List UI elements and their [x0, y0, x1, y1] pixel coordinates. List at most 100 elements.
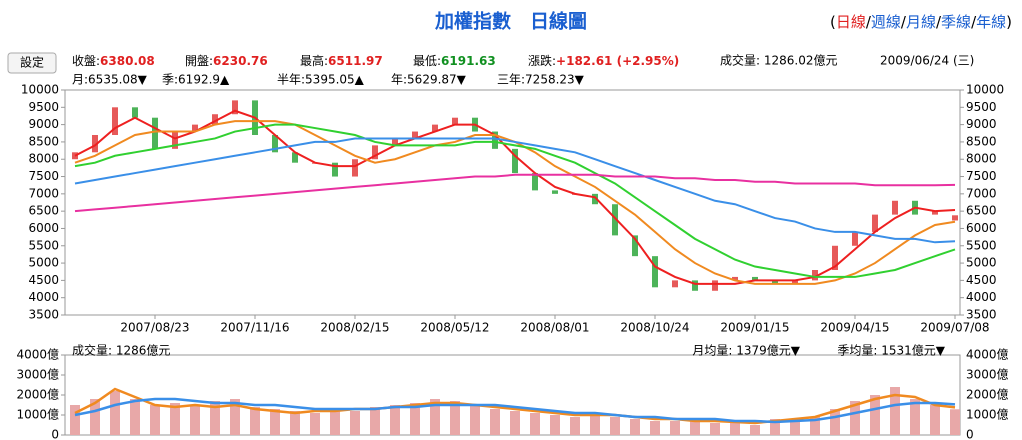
volume-bar: [950, 409, 960, 435]
separator: /: [936, 13, 942, 31]
y-tick-label: 3500: [28, 308, 59, 322]
candle: [532, 173, 538, 191]
volume-bar: [710, 423, 720, 435]
candle: [632, 235, 638, 257]
volume-bar: [790, 421, 800, 435]
y-tick-label: 2000億: [966, 388, 1009, 402]
period-link[interactable]: 週線: [871, 13, 901, 31]
y-tick-label: 7000: [966, 186, 997, 200]
quote-label: 收盤:: [72, 54, 100, 68]
volume-bar: [390, 405, 400, 435]
candle: [672, 280, 678, 288]
y-tick-label: 6500: [28, 204, 59, 218]
x-tick-label: 2009/01/15: [720, 321, 789, 335]
y-tick-label: 9500: [966, 100, 997, 114]
y-tick-label: 4000: [28, 290, 59, 304]
y-tick-label: 3000億: [16, 368, 59, 382]
period-link[interactable]: 月線: [906, 13, 936, 31]
volume-bar: [290, 411, 300, 435]
candle: [452, 117, 458, 125]
volume-bar: [510, 411, 520, 435]
y-tick-label: 4000億: [16, 348, 59, 362]
y-tick-label: 6000: [966, 221, 997, 235]
candle: [932, 211, 938, 215]
legend-entry: 季:6192.9▲: [162, 73, 230, 87]
quote-label: 漲跌:: [528, 53, 556, 68]
volume-bar: [810, 417, 820, 435]
date: 2009/06/24 (三): [880, 54, 974, 68]
period-link[interactable]: 日線: [836, 13, 866, 31]
period-nav: (日線/週線/月線/季線/年線): [830, 13, 1012, 31]
quote-value: 6230.76: [213, 54, 268, 68]
quote-item: 開盤:6230.76: [185, 54, 268, 68]
volume-bar: [870, 395, 880, 435]
candle: [292, 152, 298, 163]
volume-bar: [430, 399, 440, 435]
period-link[interactable]: 年線: [976, 13, 1006, 31]
volume-bar: [150, 405, 160, 435]
candle: [832, 245, 838, 270]
candle: [512, 148, 518, 174]
separator: /: [971, 13, 977, 31]
volume-bar: [930, 405, 940, 435]
quote-value: +182.61 (+2.95%): [556, 54, 679, 68]
candle: [192, 124, 198, 132]
volume-bar: [90, 399, 100, 435]
volume-bar: [910, 399, 920, 435]
volume-bar: [410, 403, 420, 435]
quote-value: 6511.97: [328, 54, 383, 68]
period-link[interactable]: 季線: [941, 13, 971, 31]
candle: [372, 145, 378, 160]
volume-bar: [370, 407, 380, 435]
chart-title: 成交量: 1286億元: [72, 343, 170, 358]
volume-bar: [850, 401, 860, 435]
volume-bar: [270, 409, 280, 435]
y-tick-label: 7500: [28, 169, 59, 183]
y-tick-label: 5000: [28, 256, 59, 270]
legend-entry: 季均量: 1531億元▼: [837, 344, 945, 358]
page-title: 加權指數 日線圖: [434, 10, 587, 33]
y-tick-label: 4500: [28, 273, 59, 287]
quote-item: 最高:6511.97: [300, 53, 383, 68]
settings-label[interactable]: 設定: [20, 55, 44, 70]
candle: [652, 256, 658, 288]
volume-bar: [690, 419, 700, 435]
y-tick-label: 10000: [21, 83, 59, 97]
separator: /: [866, 13, 872, 31]
settings-button[interactable]: [7, 52, 57, 74]
quote-item: 收盤:6380.08: [72, 54, 155, 68]
quote-label: 最高:: [300, 53, 328, 68]
candle: [612, 204, 618, 236]
volume-bar: [570, 417, 580, 435]
candle: [592, 193, 598, 205]
volume-bar: [230, 399, 240, 435]
x-tick-label: 2008/10/24: [620, 321, 689, 335]
quote-label: 開盤:: [185, 54, 213, 68]
volume-bar: [450, 401, 460, 435]
candle: [352, 159, 358, 177]
price-frame: [64, 89, 961, 316]
paren: ): [1006, 13, 1012, 31]
volume-bar: [550, 415, 560, 435]
volume-bar: [170, 403, 180, 435]
candle: [332, 162, 338, 177]
y-tick-label: 3000億: [966, 368, 1009, 382]
candle: [132, 107, 138, 118]
y-tick-label: 3500: [966, 308, 997, 322]
x-tick-label: 2009/04/15: [820, 321, 889, 335]
candle: [772, 280, 778, 284]
candle: [952, 215, 958, 221]
volume-bar: [210, 401, 220, 435]
quote-value: 6191.63: [441, 54, 496, 68]
volume-bar: [310, 413, 320, 435]
y-tick-label: 1000億: [966, 408, 1009, 422]
y-tick-label: 1000億: [16, 408, 59, 422]
y-tick-label: 4000億: [966, 348, 1009, 362]
volume-bar: [770, 419, 780, 435]
y-tick-label: 9000: [966, 117, 997, 131]
legend-entry: 月均量: 1379億元▼: [692, 344, 800, 358]
volume-bar: [890, 387, 900, 435]
ma-line: [74, 109, 956, 285]
candle: [272, 135, 278, 153]
y-tick-label: 0: [51, 428, 59, 440]
